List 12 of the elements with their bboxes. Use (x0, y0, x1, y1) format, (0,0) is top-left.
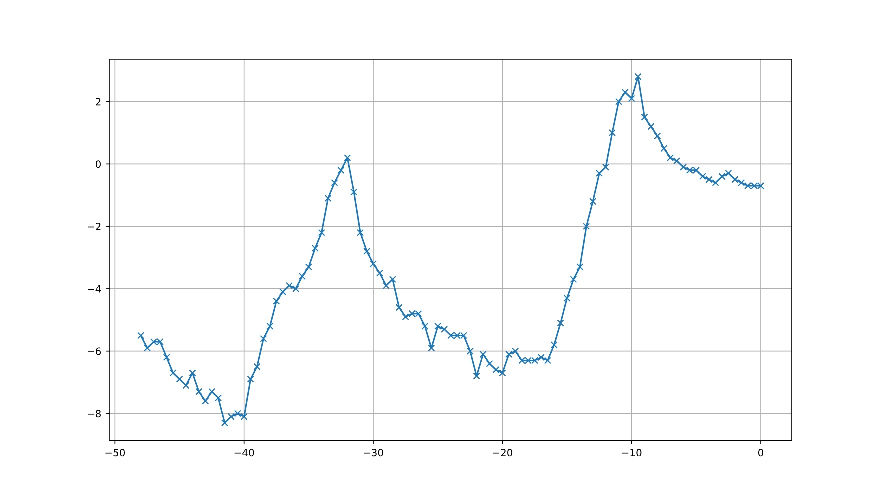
x-tick-label: −20 (493, 449, 513, 457)
y-tick-label: −6 (88, 348, 102, 356)
y-tick-label: 2 (96, 98, 101, 106)
y-tick-label: −2 (88, 222, 101, 230)
x-tick-label: 0 (758, 449, 764, 457)
x-tick-label: −50 (106, 449, 126, 457)
y-tick-label: −4 (88, 285, 102, 293)
x-tick-label: −10 (622, 449, 642, 457)
x-tick-label: −30 (364, 449, 384, 457)
y-tick-label: −8 (88, 410, 101, 418)
y-tick-label: 0 (96, 160, 102, 168)
x-tick-label: −40 (234, 449, 254, 457)
